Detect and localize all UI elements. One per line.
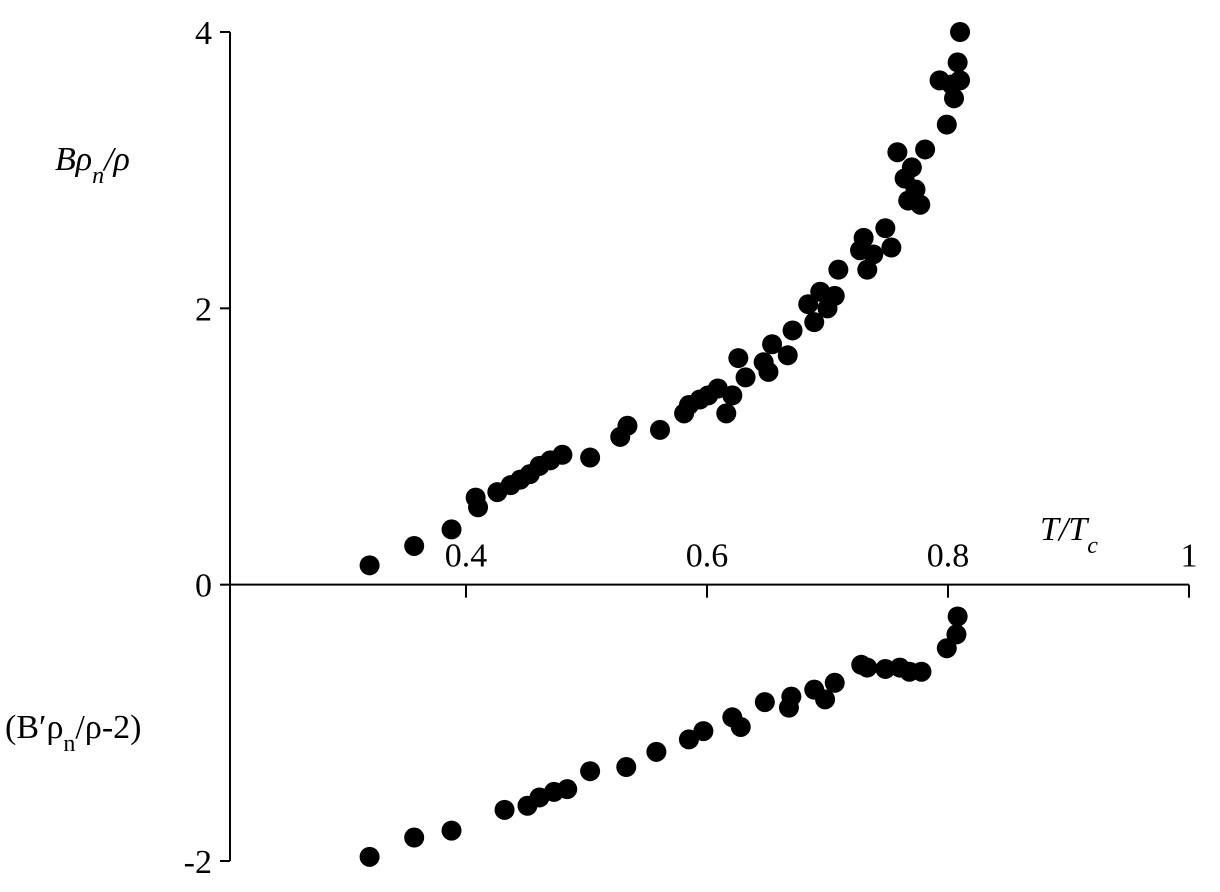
data-point xyxy=(950,22,971,42)
data-point xyxy=(946,624,967,645)
data-point xyxy=(728,348,749,369)
data-point xyxy=(781,686,802,707)
data-point xyxy=(911,661,932,682)
label-part: /ρ-2) xyxy=(75,709,141,746)
y-tick-label: 2 xyxy=(195,291,212,328)
y-tick-label: 0 xyxy=(195,568,212,605)
data-point xyxy=(777,345,798,366)
data-point xyxy=(824,285,845,306)
data-point xyxy=(693,721,714,742)
data-point xyxy=(875,218,896,239)
label-part: n xyxy=(63,731,75,757)
data-point xyxy=(853,227,874,248)
data-point xyxy=(863,244,884,265)
data-point xyxy=(650,419,671,440)
data-point xyxy=(815,689,836,710)
data-point xyxy=(441,519,462,540)
label-part: /ρ xyxy=(102,141,130,178)
data-point xyxy=(494,799,515,820)
data-point xyxy=(828,259,849,280)
data-point xyxy=(915,139,936,160)
data-point xyxy=(730,716,751,737)
data-point xyxy=(910,194,931,215)
y-axis-label-lower: (B′ρn/ρ-2) xyxy=(5,709,141,757)
data-point xyxy=(824,672,845,693)
data-point xyxy=(646,741,667,762)
label-part: (B′ρ xyxy=(5,709,63,746)
data-point xyxy=(678,729,699,750)
data-point xyxy=(875,658,896,679)
data-point xyxy=(616,757,637,778)
data-point xyxy=(944,88,965,109)
data-point xyxy=(758,361,779,382)
data-point xyxy=(617,415,638,436)
data-point xyxy=(798,294,819,315)
y-tick-label: 4 xyxy=(195,15,212,52)
data-point xyxy=(901,157,922,178)
label-part: n xyxy=(92,163,104,189)
x-tick-label: 0.8 xyxy=(927,538,970,575)
data-point xyxy=(947,606,968,627)
data-point xyxy=(950,70,971,91)
data-point xyxy=(804,312,825,333)
data-point xyxy=(905,179,926,200)
data-point xyxy=(947,52,968,73)
label-part: T/T xyxy=(1040,511,1089,548)
x-tick-label: 0.6 xyxy=(686,538,729,575)
data-point xyxy=(359,555,380,576)
x-tick-label: 0.4 xyxy=(445,538,488,575)
data-point xyxy=(782,320,803,341)
data-point xyxy=(580,447,601,468)
label-part: c xyxy=(1087,533,1098,559)
data-point xyxy=(441,820,462,841)
x-tick-label: 1 xyxy=(1181,538,1198,575)
data-point xyxy=(468,497,489,518)
data-point xyxy=(754,692,775,713)
data-point xyxy=(404,827,425,848)
data-point xyxy=(857,657,878,678)
y-axis-label: Bρn/ρ xyxy=(55,141,130,189)
data-point xyxy=(762,334,783,355)
data-point xyxy=(359,846,380,867)
label-part: Bρ xyxy=(55,141,92,178)
data-point xyxy=(735,367,756,388)
y-tick-label: -2 xyxy=(184,844,212,881)
data-point xyxy=(557,779,578,800)
data-point xyxy=(580,761,601,782)
x-axis-label: T/Tc xyxy=(1040,511,1098,559)
data-point xyxy=(857,259,878,280)
data-point xyxy=(716,403,737,424)
data-point xyxy=(722,385,743,406)
data-point xyxy=(552,444,573,465)
data-point xyxy=(936,114,957,135)
data-point xyxy=(887,142,908,163)
data-point xyxy=(881,237,902,258)
data-point xyxy=(404,535,425,556)
